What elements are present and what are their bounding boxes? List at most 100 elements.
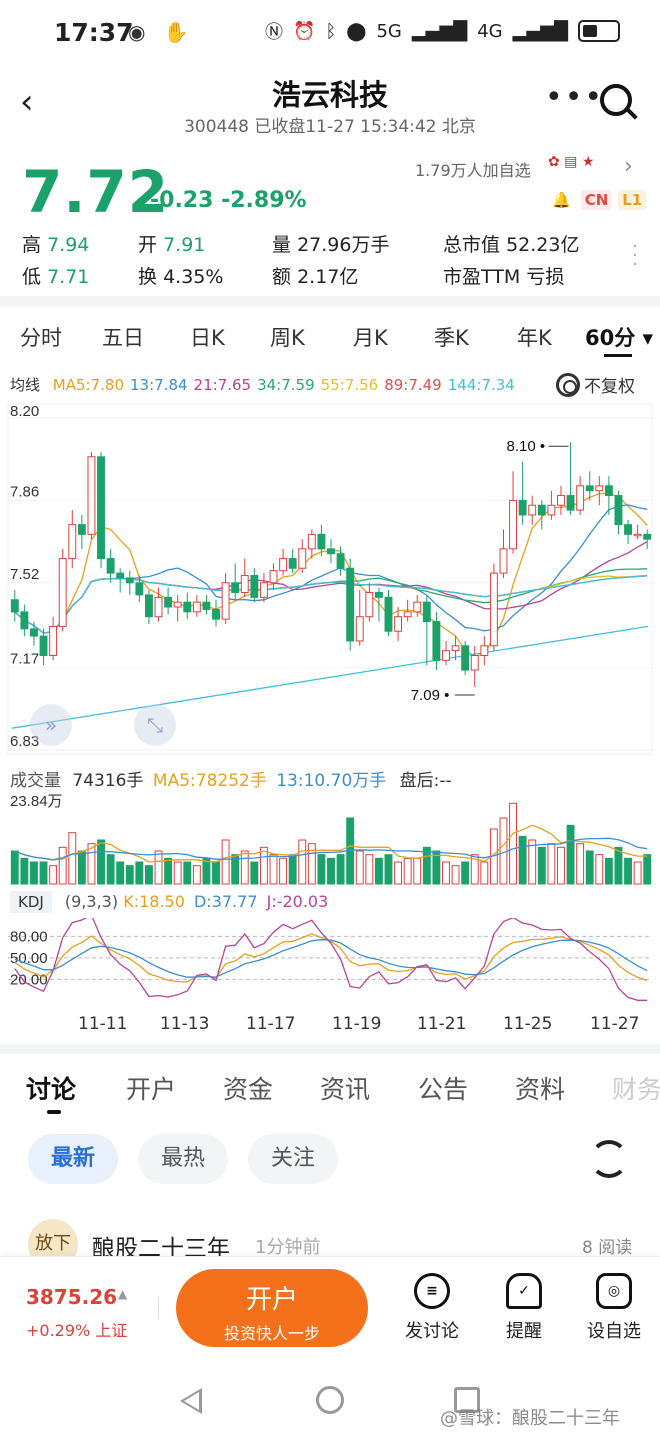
tab-quarterly-k[interactable]: 季K [434,326,469,350]
volume-chart[interactable]: 23.84万 [0,792,660,886]
expand-right-icon[interactable]: » [30,704,72,746]
candle-body [461,645,470,671]
active-tab-underline [604,354,632,357]
status-left-icons: ◉ ✋ [128,20,195,44]
kdj-tag[interactable]: KDJ [10,891,52,913]
volume-bar [566,824,575,885]
remind-label: 提醒 [506,1321,542,1342]
candle-body [116,572,125,579]
candle-body [240,575,249,593]
volume-bar [116,861,125,885]
back-icon[interactable]: ‹ [20,82,34,122]
candle-body [576,485,585,511]
more-icon[interactable]: ••• [545,80,605,115]
volume-bar [231,854,240,885]
low-annotation: 7.09 • [411,687,450,704]
followers-count[interactable]: 1.79万人加自选 [415,161,531,180]
nav-back-icon[interactable] [180,1388,202,1414]
index-value[interactable]: 3875.26 [26,1285,118,1309]
candle-body [183,601,192,613]
volume-bar [10,850,19,885]
kdj-k: K:18.50 [123,892,185,911]
volume-current: 74316手 [72,771,144,791]
page-subtitle: 300448 已收盘11-27 15:34:42 北京 [184,117,476,137]
candle-body [470,654,479,671]
candle-body [528,504,537,516]
volume-bar [269,854,278,885]
candle-body [135,582,144,596]
ma-legend: 均线 MA5:7.80 13:7.84 21:7.65 34:7.59 55:7.56 8… [10,374,515,395]
y-tick-label: 7.52 [10,566,39,583]
candle-body [614,495,623,526]
tab-financials[interactable]: 财务 [612,1075,660,1104]
chevron-right-icon[interactable]: › [624,154,633,179]
open-account-title: 开户 [245,1285,298,1315]
volume-bar [422,846,431,885]
badge-cn: CN [580,190,613,210]
kdj-j: J:-20.03 [266,892,329,911]
location-icon: ⬤ [346,20,367,42]
hand-icon: ✋ [163,20,195,44]
tab-weekly-k[interactable]: 周K [270,326,305,350]
search-icon[interactable] [600,84,632,116]
open-account-button[interactable]: 开户 投资快人一步 [176,1269,368,1347]
adjust-toggle[interactable]: 不复权 [556,372,635,397]
tab-60min[interactable]: 60分 ▾ [585,326,654,350]
tab-yearly-k[interactable]: 年K [517,326,552,350]
post-item[interactable]: 放下 酿股二十三年 1分钟前 8 阅读 [0,1215,660,1269]
volume-bar [288,854,297,885]
index-change[interactable]: +0.29% 上证 [26,1321,128,1340]
battery-icon [578,20,620,42]
candle-body [442,650,450,661]
remind-button[interactable]: ✓ 提醒 [484,1273,564,1343]
tab-announcements[interactable]: 公告 [418,1075,469,1104]
volume-bar [576,843,585,885]
volume-ma5: MA5:78252手 [152,771,267,791]
candle-body [154,596,163,618]
kdj-chart[interactable]: 80.00 50.00 20.00 [0,918,660,1010]
filter-latest[interactable]: 最新 [28,1134,118,1184]
tab-daily-k[interactable]: 日K [190,326,225,350]
volume-max-label: 23.84万 [10,793,63,810]
filter-following[interactable]: 关注 [248,1134,338,1184]
filter-hot[interactable]: 最热 [138,1134,228,1184]
volume-bar [97,839,105,885]
fullscreen-icon[interactable]: ⤡ [134,704,176,746]
candle-body [106,558,115,574]
nav-recents-icon[interactable] [454,1387,480,1413]
volume-bar [183,861,192,885]
add-watchlist-button[interactable]: ◎ 设自选 [574,1273,654,1343]
tab-profile[interactable]: 资料 [515,1075,566,1104]
tab-intraday[interactable]: 分时 [20,326,62,350]
refresh-icon[interactable] [590,1140,628,1178]
expand-dots-icon[interactable]: · · · [632,236,638,275]
volume-bar [173,861,182,885]
volume-bar [317,854,326,885]
status-time: 17:37 [54,18,134,47]
tab-discussion[interactable]: 讨论 [26,1075,77,1104]
candle-body [355,616,364,642]
x-tick-label: 11-17 [246,1014,296,1034]
tab-five-day[interactable]: 五日 [102,326,144,350]
candle-body [288,558,297,569]
candle-body [39,635,48,656]
candle-body [643,533,652,540]
tab-open-account[interactable]: 开户 [126,1075,177,1104]
tab-news[interactable]: 资讯 [320,1075,371,1104]
candle-body [403,611,412,618]
nav-home-icon[interactable] [316,1386,344,1414]
volume-bar [403,857,412,885]
alarm-icon: ⏰ [293,20,316,42]
tab-funds[interactable]: 资金 [223,1075,274,1104]
bell-icon[interactable]: 🔔 [552,191,571,209]
status-bar: 17:37 ◉ ✋ Ⓝ ⏰ ᛒ ⬤ 5G ▂▄▆█ 4G ▂▄▆█ [0,0,660,70]
post-discussion-button[interactable]: ≡ 发讨论 [392,1273,472,1343]
tab-monthly-k[interactable]: 月K [353,326,388,350]
candlestick-chart[interactable]: 8.20 7.86 7.52 7.17 6.83 8.10 • 7.09 • [0,398,660,760]
ma-legend-item: MA5:7.80 [52,376,124,394]
volume-bar [279,857,288,885]
candle-body [298,548,307,569]
volume-bar [135,861,144,885]
volume-bar [509,802,518,885]
follower-logos-icon[interactable]: ✿ ▤ ★ [548,154,595,170]
